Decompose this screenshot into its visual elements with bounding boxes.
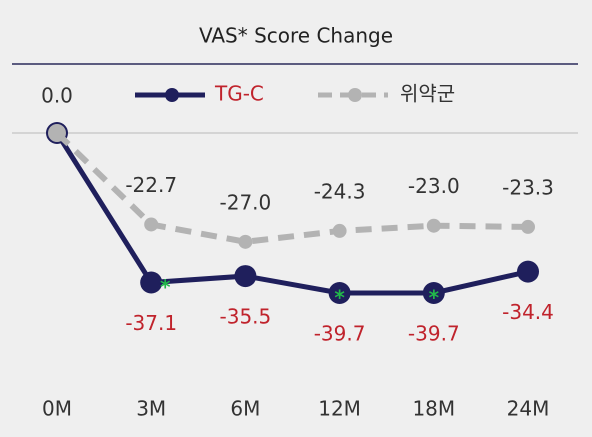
x-tick-label: 6M	[230, 397, 260, 421]
x-tick-label: 18M	[412, 397, 455, 421]
data-label: -23.0	[408, 174, 460, 198]
point	[238, 234, 253, 249]
x-tick-label: 12M	[318, 397, 361, 421]
point	[517, 260, 539, 283]
data-label: -35.5	[220, 305, 272, 329]
point	[328, 282, 351, 304]
point	[332, 223, 347, 238]
legend-dot	[348, 88, 362, 102]
x-tick-label: 3M	[136, 397, 166, 421]
point	[140, 271, 163, 294]
point	[426, 218, 441, 233]
significance-mark: *	[429, 286, 440, 310]
data-label: -22.7	[125, 173, 177, 197]
point	[422, 282, 445, 304]
significance-mark: *	[334, 286, 345, 310]
data-label: -27.0	[220, 190, 272, 214]
data-label: 0.0	[41, 84, 73, 108]
data-label: -39.7	[314, 322, 366, 346]
point	[48, 124, 66, 142]
point	[144, 217, 159, 232]
data-label: -23.3	[502, 175, 554, 199]
legend-label: TG-C	[214, 82, 264, 106]
data-label: -37.1	[125, 311, 177, 335]
point	[521, 219, 535, 234]
series-line	[54, 130, 529, 245]
legend-label: 위약군	[400, 82, 455, 106]
data-label: -24.3	[314, 179, 366, 203]
data-label: -39.7	[408, 322, 460, 346]
data-label: -34.4	[502, 300, 554, 324]
point	[234, 265, 257, 288]
x-tick-label: 0M	[42, 397, 72, 421]
x-tick-label: 24M	[507, 397, 550, 421]
legend-dot	[165, 88, 179, 102]
significance-mark: *	[160, 275, 171, 299]
chart-title: VAS* Score Change	[199, 24, 393, 48]
series-line	[54, 131, 529, 296]
